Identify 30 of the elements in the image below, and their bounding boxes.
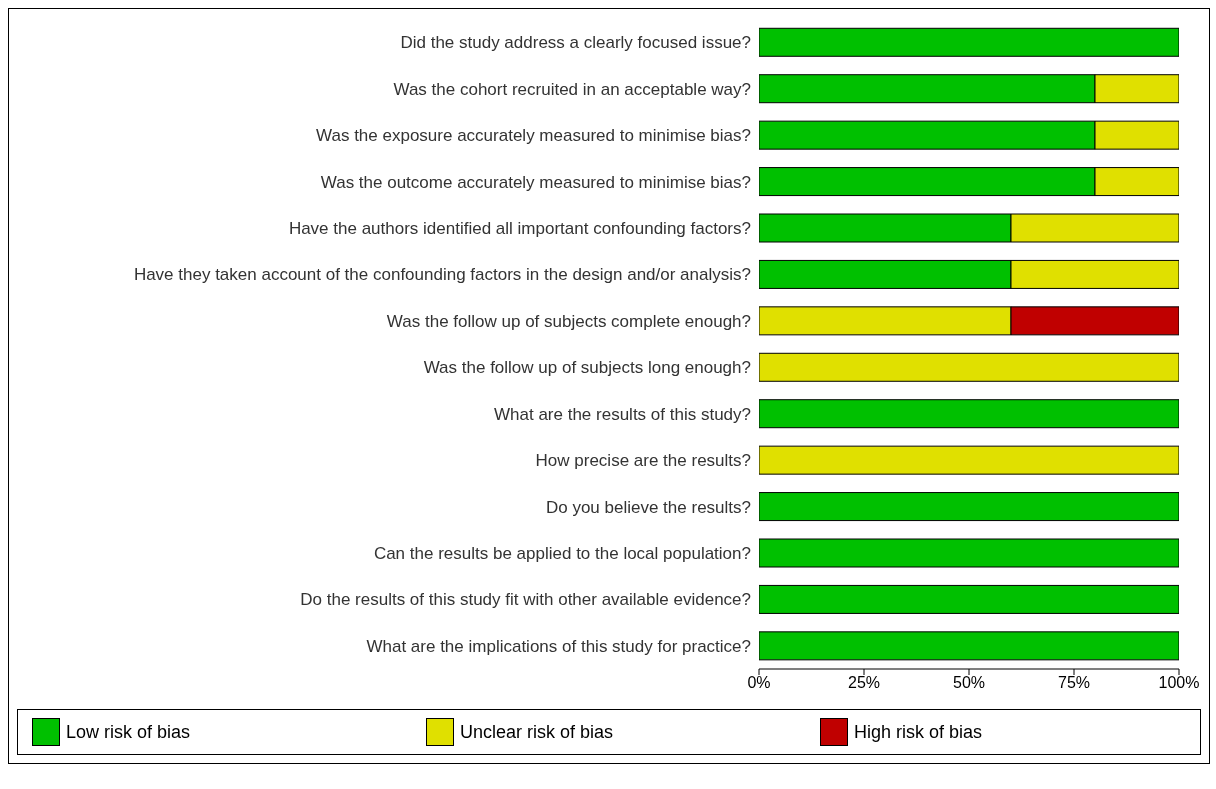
legend-label: Low risk of bias — [66, 721, 191, 743]
x-tick-label: 0% — [747, 674, 771, 692]
y-tick-label: Was the follow up of subjects complete enough? — [386, 311, 751, 331]
y-tick-label: Do you believe the results? — [545, 497, 751, 517]
bar — [759, 538, 1179, 568]
x-tick-label: 75% — [1057, 674, 1091, 692]
y-tick-label: Did the study address a clearly focused issue? — [400, 33, 751, 53]
bar — [759, 352, 1179, 382]
bar — [759, 27, 1179, 57]
y-tick-label: Can the results be applied to the local population? — [373, 543, 751, 563]
legend-label: Unclear risk of bias — [460, 721, 614, 743]
y-tick-label: Was the exposure accurately measured to minimise bias? — [316, 126, 751, 146]
x-tick-label: 100% — [1158, 674, 1200, 692]
y-tick-label: Have they taken account of the confounding factors in the design and/or analysis? — [133, 265, 751, 285]
x-tick-label: 50% — [952, 674, 986, 692]
y-tick-label: What are the results of this study? — [493, 404, 751, 424]
bar — [759, 492, 1179, 522]
bar — [759, 399, 1179, 429]
y-tick-label: Have the authors identified all important confounding factors? — [288, 218, 751, 238]
y-tick-label: What are the implications of this study for practice? — [366, 636, 751, 656]
y-tick-label: How precise are the results? — [535, 451, 751, 471]
y-tick-label: Was the cohort recruited in an acceptable way? — [393, 79, 751, 99]
x-tick-label: 25% — [847, 674, 881, 692]
y-tick-label: Was the follow up of subjects long enough? — [423, 358, 751, 378]
y-tick-label: Do the results of this study fit with other available evidence? — [300, 590, 751, 610]
bar — [759, 631, 1179, 661]
bar — [759, 445, 1179, 475]
legend-label: High risk of bias — [854, 721, 983, 743]
bar — [759, 584, 1179, 614]
y-tick-label: Was the outcome accurately measured to minimise bias? — [320, 172, 751, 192]
